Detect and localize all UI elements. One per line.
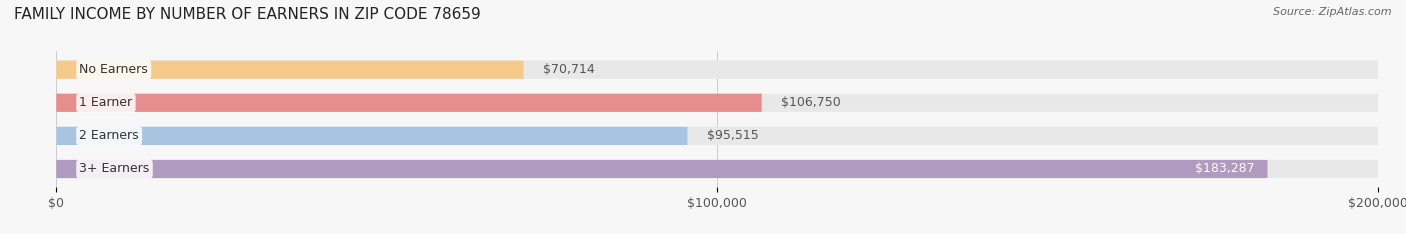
Text: $106,750: $106,750 bbox=[782, 96, 841, 109]
Text: 1 Earner: 1 Earner bbox=[79, 96, 132, 109]
FancyBboxPatch shape bbox=[56, 94, 1378, 112]
FancyBboxPatch shape bbox=[56, 94, 762, 112]
Text: 3+ Earners: 3+ Earners bbox=[79, 162, 149, 176]
FancyBboxPatch shape bbox=[56, 160, 1378, 178]
FancyBboxPatch shape bbox=[56, 160, 1267, 178]
Text: $70,714: $70,714 bbox=[543, 63, 595, 76]
FancyBboxPatch shape bbox=[56, 127, 1378, 145]
Text: $95,515: $95,515 bbox=[707, 129, 759, 143]
FancyBboxPatch shape bbox=[56, 127, 688, 145]
Text: 2 Earners: 2 Earners bbox=[79, 129, 139, 143]
Text: $183,287: $183,287 bbox=[1195, 162, 1254, 176]
FancyBboxPatch shape bbox=[56, 61, 1378, 79]
FancyBboxPatch shape bbox=[56, 61, 523, 79]
Text: No Earners: No Earners bbox=[79, 63, 148, 76]
Text: FAMILY INCOME BY NUMBER OF EARNERS IN ZIP CODE 78659: FAMILY INCOME BY NUMBER OF EARNERS IN ZI… bbox=[14, 7, 481, 22]
Text: Source: ZipAtlas.com: Source: ZipAtlas.com bbox=[1274, 7, 1392, 17]
